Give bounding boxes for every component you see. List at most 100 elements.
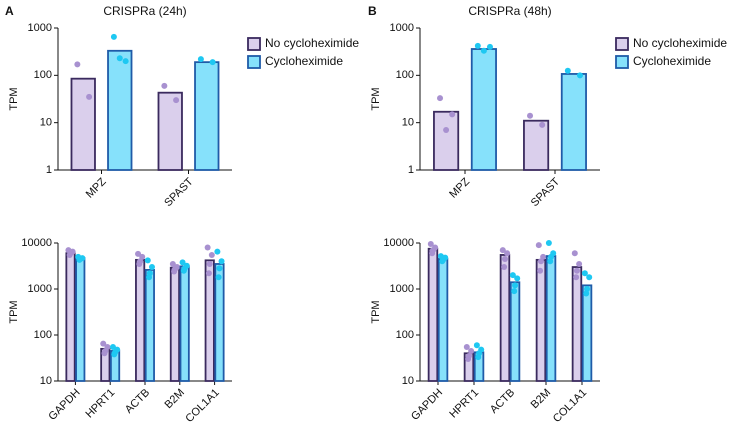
y-tick-label: 10000 [21,237,52,249]
data-point [443,126,450,133]
data-point [66,251,73,258]
data-point [218,258,225,265]
bar [581,284,593,382]
x-tick-label: MPZ [84,176,109,201]
bar [135,258,146,382]
bar [194,61,220,171]
y-tick-label: 100 [34,329,52,341]
data-point [465,356,472,363]
data-point [573,267,580,274]
data-point [480,47,487,54]
y-tick-label: 10 [402,117,414,129]
y-tick-label: 1000 [390,22,414,34]
data-point [586,274,593,281]
y-tick-label: 10 [402,375,414,387]
data-point [208,251,215,258]
y-tick-label: 10 [40,375,52,387]
data-point [548,253,555,260]
data-point [474,42,481,49]
bar [433,110,460,171]
legend-swatch [615,55,629,69]
bar [437,258,449,382]
x-tick-label: SPAST [162,176,196,210]
x-tick-label: B2M [162,387,186,411]
legend-swatch [247,55,261,69]
legend-label: Cycloheximide [265,54,343,68]
data-point [512,282,519,289]
data-point [205,270,212,277]
data-point [206,260,213,267]
panel-label: B [368,4,377,18]
y-tick-label: 10000 [383,237,414,249]
chart-title: CRISPRa (48h) [468,4,551,18]
data-point [437,95,444,102]
data-point [463,343,470,350]
data-point [74,61,81,68]
y-tick-label: 1000 [28,22,52,34]
data-point [540,253,547,260]
y-tick-label: 100 [396,329,414,341]
data-point [146,274,153,281]
y-tick-label: 100 [396,69,414,81]
data-point [204,244,211,251]
data-point [439,258,446,265]
data-point [86,93,93,100]
data-point [576,260,583,267]
bar [499,254,511,382]
data-point [537,267,544,274]
data-point [509,272,516,279]
data-point [449,111,456,118]
data-point [171,268,178,275]
bar [70,77,96,171]
y-tick-label: 100 [34,69,52,81]
data-point [584,286,591,292]
data-point [173,97,180,104]
data-point [169,260,176,267]
bar [571,266,583,382]
data-point [581,270,588,277]
data-point [473,342,480,349]
legend-label: No cycloheximide [265,36,359,50]
data-point [116,55,123,62]
panel-label: A [5,4,14,18]
bar [169,266,181,382]
data-point [148,264,155,271]
x-tick-label: GAPDH [46,387,82,423]
data-point [100,340,107,347]
y-axis-label: TPM [8,300,20,323]
x-tick-label: ACTB [123,387,152,416]
x-tick-label: GAPDH [409,387,445,423]
data-point [475,354,482,361]
x-tick-label: SPAST [529,176,563,210]
y-tick-label: 1 [46,164,52,176]
y-axis-label: TPM [370,300,382,323]
x-tick-label: ACTB [488,387,517,416]
data-point [110,33,117,40]
data-point [215,274,222,281]
legend-label: No cycloheximide [633,36,727,50]
data-point [535,242,542,249]
data-point [564,67,571,74]
data-point [76,256,83,263]
x-tick-label: HPRT1 [447,387,481,421]
data-point [179,259,186,266]
data-point [468,347,475,354]
data-point [537,258,544,265]
y-axis-label: TPM [8,87,20,110]
data-point [216,265,223,272]
data-point [573,274,580,281]
data-point [209,59,216,66]
bar [545,255,557,382]
data-point [197,56,204,63]
data-point [545,240,552,246]
bar [523,119,550,171]
bar [509,281,521,382]
x-tick-label: COL1A1 [551,387,589,423]
data-point [486,43,493,50]
bar [157,91,183,171]
data-point [511,288,518,295]
bar [535,258,547,382]
data-point [429,250,436,257]
data-point [101,350,108,357]
